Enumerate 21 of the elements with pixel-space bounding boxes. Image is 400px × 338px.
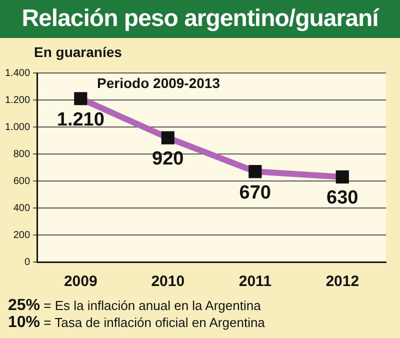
x-tick-label: 2009 bbox=[64, 273, 98, 290]
y-tick-label: 1.000 bbox=[4, 122, 30, 133]
y-tick-label: 400 bbox=[13, 202, 30, 214]
data-label: 670 bbox=[239, 182, 271, 204]
y-tick-label: 0 bbox=[24, 256, 30, 268]
text: 10% = Tasa de inflación oficial en Argentina bbox=[8, 314, 266, 331]
data-label: 920 bbox=[152, 148, 184, 170]
annotation: Periodo 2009-2013 bbox=[97, 74, 220, 91]
y-tick-label: 1.200 bbox=[4, 94, 30, 106]
x-tick-label: 2011 bbox=[238, 273, 272, 290]
x-tick-label: 2010 bbox=[151, 273, 185, 290]
data-label: 630 bbox=[326, 188, 358, 209]
y-tick-label: 200 bbox=[13, 230, 30, 241]
text: 25% = Es la inflación anual en la Argentina bbox=[8, 297, 262, 314]
y-tick-label: 600 bbox=[13, 176, 30, 187]
x-tick-label: 2012 bbox=[326, 273, 360, 290]
y-tick-label: 1.400 bbox=[4, 68, 30, 79]
y-axis-title: En guaraníes bbox=[33, 43, 123, 62]
y-tick-label: 800 bbox=[13, 148, 30, 160]
chart-title: Relación peso argentino/guaraní bbox=[0, 0, 400, 38]
data-label: 1.210 bbox=[56, 109, 104, 130]
